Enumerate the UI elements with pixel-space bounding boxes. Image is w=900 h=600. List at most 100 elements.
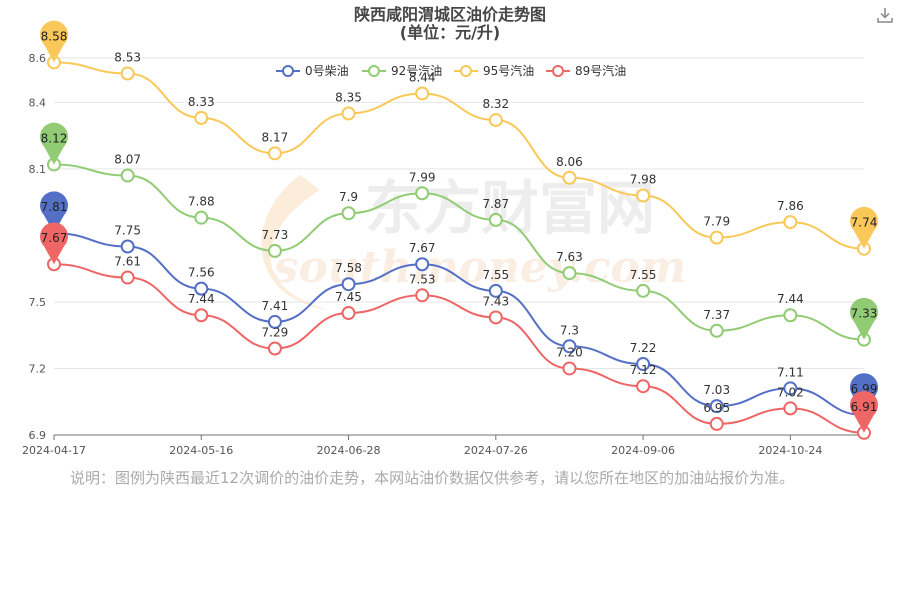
legend-label: 92号汽油: [391, 63, 442, 78]
y-tick-label: 8.6: [29, 52, 47, 65]
data-point[interactable]: [194, 110, 209, 125]
pin-shape: [40, 122, 69, 165]
data-point[interactable]: [120, 270, 135, 285]
data-point[interactable]: [709, 399, 724, 414]
data-point[interactable]: [341, 306, 356, 321]
data-point[interactable]: [488, 283, 503, 298]
pin-label: 7.33: [851, 307, 878, 321]
data-label: 7.9: [339, 190, 358, 204]
download-icon[interactable]: [876, 6, 894, 24]
data-label: 7.22: [630, 341, 657, 355]
data-point[interactable]: [783, 308, 798, 323]
data-label: 7.20: [556, 345, 583, 359]
data-point[interactable]: [341, 277, 356, 292]
pin-shape: [39, 20, 69, 63]
data-point[interactable]: [636, 357, 651, 372]
x-tick-label: 2024-09-06: [611, 444, 675, 457]
data-label: 7.98: [630, 172, 657, 186]
x-tick-label: 2024-06-28: [317, 444, 381, 457]
data-point[interactable]: [783, 215, 798, 230]
data-label: 7.44: [188, 292, 215, 306]
y-tick-label: 6.9: [29, 429, 47, 442]
data-point[interactable]: [267, 341, 282, 356]
data-point[interactable]: [194, 210, 209, 225]
data-label: 7.88: [188, 195, 215, 209]
data-point[interactable]: [341, 106, 356, 121]
data-label: 7.45: [335, 290, 362, 304]
data-point[interactable]: [709, 416, 724, 431]
pin-shape: [850, 390, 879, 433]
data-point[interactable]: [194, 308, 209, 323]
series-3: [47, 257, 871, 440]
y-tick-label: 8.4: [29, 96, 47, 109]
data-point[interactable]: [488, 113, 503, 128]
data-point[interactable]: [636, 379, 651, 394]
data-point[interactable]: [120, 66, 135, 81]
chart-note: 说明：图例为陕西最近12次调价的油价走势，本网站油价数据仅供参考，请以您所在地区…: [70, 469, 795, 487]
legend[interactable]: 0号柴油 92号汽油 95号汽油 89号汽油: [276, 63, 626, 78]
data-label: 7.86: [777, 199, 804, 213]
pin-label: 7.81: [41, 200, 68, 214]
x-tick-label: 2024-05-16: [169, 444, 233, 457]
data-point[interactable]: [415, 186, 430, 201]
data-label: 7.29: [262, 326, 289, 340]
legend-item-3[interactable]: 89号汽油: [546, 63, 626, 78]
data-label: 7.67: [409, 241, 436, 255]
pin-shape: [850, 297, 879, 340]
data-point[interactable]: [783, 401, 798, 416]
data-point[interactable]: [709, 323, 724, 338]
data-label: 7.03: [703, 383, 730, 397]
data-point[interactable]: [341, 206, 356, 221]
data-point[interactable]: [709, 230, 724, 245]
data-point[interactable]: [562, 361, 577, 376]
data-point[interactable]: [783, 381, 798, 396]
data-point[interactable]: [120, 168, 135, 183]
data-label: 7.79: [703, 215, 730, 229]
data-point[interactable]: [415, 288, 430, 303]
data-point[interactable]: [488, 310, 503, 325]
legend-marker: [368, 65, 380, 77]
pin-label: 6.91: [851, 400, 878, 414]
data-point[interactable]: [194, 281, 209, 296]
pin-label: 7.67: [41, 231, 68, 245]
data-point[interactable]: [415, 257, 430, 272]
data-point[interactable]: [267, 314, 282, 329]
data-point[interactable]: [636, 188, 651, 203]
pin-shape: [40, 222, 69, 265]
data-label: 7.53: [409, 272, 436, 286]
data-label: 7.43: [482, 294, 509, 308]
pin-min-1: 7.33: [850, 297, 879, 340]
data-point[interactable]: [488, 212, 503, 227]
data-point[interactable]: [267, 146, 282, 161]
data-point[interactable]: [562, 339, 577, 354]
data-point[interactable]: [415, 86, 430, 101]
pin-label: 8.58: [41, 29, 68, 43]
pin-min-3: 6.91: [850, 390, 879, 433]
pins-layer: 7.81 6.99 8.12 7.33 8.58 7.74 7.67 6.91: [39, 20, 879, 433]
legend-item-1[interactable]: 92号汽油: [362, 63, 442, 78]
axes: 6.9 7.2 7.5 8.1 8.4 8.6 2024-04-17 2024-05-16 20…: [22, 52, 864, 457]
data-point[interactable]: [267, 243, 282, 258]
data-labels: 7.75 7.56 7.41 7.58 7.67 7.55 7.3 7.22 7.03 7.11 8…: [114, 51, 803, 415]
data-point[interactable]: [562, 266, 577, 281]
data-point[interactable]: [636, 283, 651, 298]
data-label: 7.11: [777, 365, 804, 379]
pin-max-2: 8.58: [39, 20, 69, 63]
legend-marker: [460, 65, 472, 77]
data-label: 7.63: [556, 250, 583, 264]
legend-marker: [552, 65, 564, 77]
legend-label: 0号柴油: [305, 64, 349, 78]
data-point[interactable]: [120, 239, 135, 254]
legend-item-0[interactable]: 0号柴油: [276, 64, 349, 78]
data-label: 7.87: [482, 197, 509, 211]
pin-label: 7.74: [851, 216, 878, 230]
data-label: 7.58: [335, 261, 362, 275]
data-label: 7.3: [560, 323, 579, 337]
data-label: 8.44: [409, 70, 436, 84]
data-point[interactable]: [562, 170, 577, 185]
data-label: 7.02: [777, 385, 804, 399]
data-label: 7.55: [630, 268, 657, 282]
legend-marker: [282, 65, 294, 77]
legend-item-2[interactable]: 95号汽油: [454, 63, 534, 78]
